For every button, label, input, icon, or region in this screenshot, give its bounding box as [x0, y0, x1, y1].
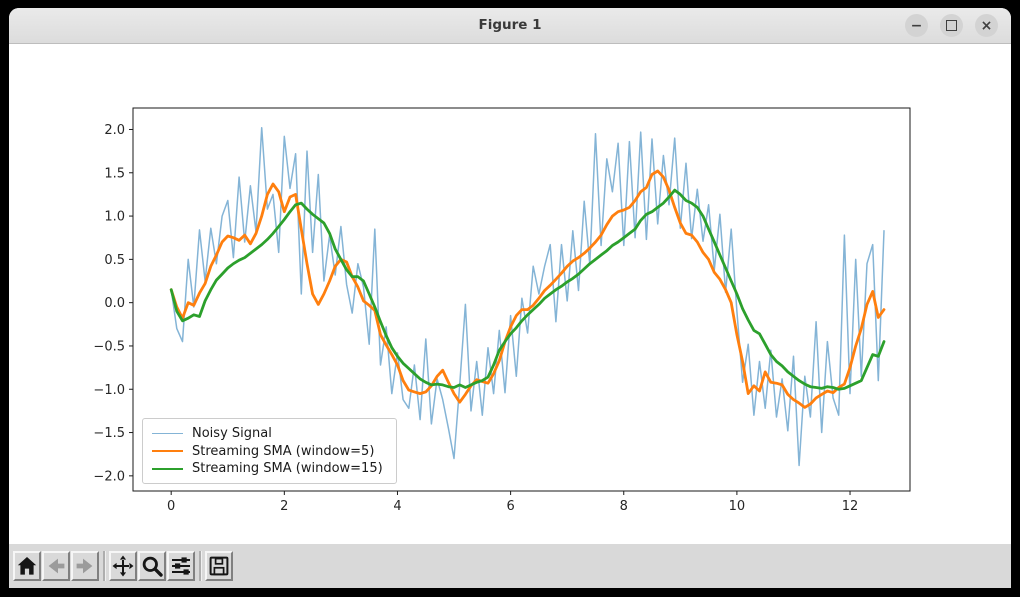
y-tick-label: −2.0	[93, 469, 125, 484]
series-line-1	[169, 169, 886, 409]
toolbar-separator	[103, 551, 106, 581]
x-tick-label: 12	[842, 499, 859, 514]
configure-subplots-button[interactable]	[167, 551, 195, 581]
floppy-disk-icon	[209, 556, 229, 576]
forward-arrow-icon	[76, 558, 93, 574]
window-title: Figure 1	[478, 17, 542, 33]
sliders-icon	[172, 557, 190, 575]
toolbar-separator	[199, 551, 202, 581]
x-tick-label: 8	[620, 499, 628, 514]
legend-label: Streaming SMA (window=15)	[192, 461, 383, 476]
save-button[interactable]	[205, 551, 233, 581]
figure-canvas: 0 2 4 6 8 10 12 2.0 1.5 1.0 0.5 0.0 −0.5 −1.0 −1.5 −2.0…	[9, 44, 1011, 544]
close-button[interactable]: ×	[975, 14, 998, 37]
maximize-icon	[946, 20, 957, 31]
pan-button[interactable]	[109, 551, 137, 581]
y-tick-label: 0.5	[104, 253, 125, 268]
window-controls: − ×	[905, 14, 998, 37]
series-line-2	[169, 188, 886, 391]
figure-window: Figure 1 − × 0 2 4 6 8 10 12 2.0 1.5 1.0 0.5 0.0 −0.5…	[9, 8, 1011, 588]
back-button[interactable]	[42, 551, 70, 581]
legend-label: Noisy Signal	[192, 426, 272, 441]
legend-entry: Streaming SMA (window=15)	[152, 460, 386, 477]
pan-arrows-icon	[112, 555, 134, 577]
series-line-0	[170, 126, 885, 467]
y-tick-label: 0.0	[104, 296, 125, 311]
x-tick-label: 4	[393, 499, 401, 514]
legend-entry: Noisy Signal	[152, 425, 386, 442]
legend-line-sample	[152, 450, 183, 452]
zoom-button[interactable]	[138, 551, 166, 581]
maximize-button[interactable]	[940, 14, 963, 37]
home-button[interactable]	[13, 551, 41, 581]
home-icon	[17, 557, 37, 575]
forward-button[interactable]	[71, 551, 99, 581]
legend-line-sample	[152, 433, 183, 434]
legend: Noisy Signal Streaming SMA (window=5) Stre…	[142, 418, 397, 484]
x-tick-label: 2	[280, 499, 288, 514]
x-tick-label: 6	[506, 499, 514, 514]
titlebar[interactable]: Figure 1 − ×	[9, 8, 1011, 44]
y-tick-label: 1.5	[104, 166, 125, 181]
navigation-toolbar	[9, 544, 1011, 588]
legend-entry: Streaming SMA (window=5)	[152, 443, 386, 460]
y-tick-label: −0.5	[93, 339, 125, 354]
y-tick-label: −1.0	[93, 383, 125, 398]
y-tick-label: 1.0	[104, 210, 125, 225]
x-tick-label: 0	[167, 499, 175, 514]
legend-label: Streaming SMA (window=5)	[192, 443, 375, 459]
magnifier-icon	[142, 556, 163, 577]
x-tick-label: 10	[729, 499, 746, 514]
back-arrow-icon	[48, 558, 65, 574]
legend-line-sample	[152, 467, 183, 470]
y-tick-label: 2.0	[104, 123, 125, 138]
minimize-button[interactable]: −	[905, 14, 928, 37]
y-tick-label: −1.5	[93, 426, 125, 441]
